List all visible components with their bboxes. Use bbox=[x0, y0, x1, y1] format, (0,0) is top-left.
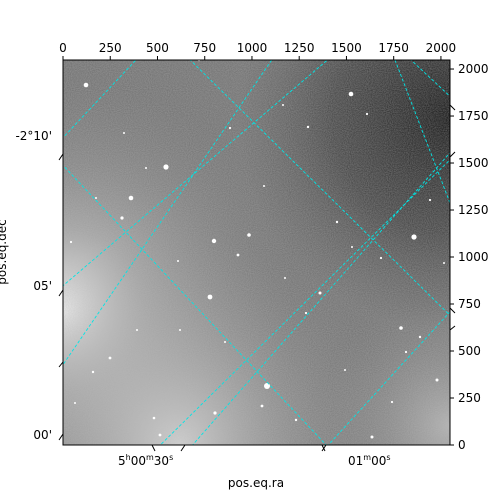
world-axis-ticks bbox=[58, 104, 456, 452]
world-tick-mark bbox=[449, 325, 456, 331]
star bbox=[294, 418, 298, 422]
star bbox=[282, 104, 284, 106]
star bbox=[163, 164, 169, 170]
grid-line bbox=[192, 152, 450, 445]
grid-line bbox=[159, 159, 450, 445]
world-tick-mark bbox=[58, 289, 64, 297]
star bbox=[428, 198, 432, 202]
star bbox=[136, 329, 138, 331]
star bbox=[207, 294, 213, 300]
top-tick-label: 750 bbox=[193, 41, 216, 55]
star bbox=[264, 383, 270, 389]
world-tick-mark bbox=[58, 433, 64, 441]
grid-line bbox=[327, 311, 450, 445]
star bbox=[69, 240, 73, 244]
star bbox=[411, 234, 417, 240]
right-tick-label: 1750 bbox=[458, 109, 489, 123]
world-tick-mark bbox=[449, 307, 456, 314]
right-tick-label: 2000 bbox=[458, 62, 489, 76]
grid-line bbox=[189, 60, 450, 316]
star bbox=[128, 195, 134, 201]
star bbox=[95, 197, 97, 199]
star bbox=[318, 291, 322, 295]
right-tick-label: 750 bbox=[458, 297, 481, 311]
star bbox=[284, 277, 286, 279]
right-tick-label: 250 bbox=[458, 391, 481, 405]
world-tick-mark bbox=[58, 153, 64, 161]
top-tick-label: 500 bbox=[146, 41, 169, 55]
grid-line bbox=[63, 60, 137, 139]
star bbox=[304, 311, 308, 315]
top-pixel-axis: 0 250 500 750 1000 1250 1500 1750 2000 bbox=[59, 41, 456, 60]
star bbox=[228, 126, 232, 130]
star bbox=[179, 329, 181, 331]
top-tick-label: 1000 bbox=[237, 41, 268, 55]
world-tick-mark bbox=[180, 444, 186, 452]
star bbox=[365, 112, 369, 116]
grid-line bbox=[63, 60, 329, 287]
star bbox=[344, 369, 346, 371]
star bbox=[120, 216, 124, 220]
star bbox=[263, 185, 265, 187]
star bbox=[74, 402, 76, 404]
x-axis-title: pos.eq.ra bbox=[228, 476, 284, 490]
star bbox=[390, 400, 394, 404]
right-tick-label: 500 bbox=[458, 344, 481, 358]
dec-tick-label-0: -2°10' bbox=[15, 129, 52, 143]
star bbox=[83, 82, 89, 88]
star bbox=[213, 411, 217, 415]
grid-line bbox=[410, 60, 450, 97]
star bbox=[247, 233, 251, 237]
right-pixel-axis: 0 250 500 750 1000 1250 1500 1750 2000 bbox=[450, 62, 489, 452]
star bbox=[348, 91, 354, 97]
star bbox=[211, 238, 217, 244]
y-axis-title: pos.eq.dec bbox=[0, 219, 9, 284]
plot-frame bbox=[62, 59, 451, 446]
sky-image bbox=[63, 60, 450, 445]
top-tick-label: 0 bbox=[59, 41, 67, 55]
world-tick-mark bbox=[321, 444, 327, 452]
top-tick-label: 1500 bbox=[331, 41, 362, 55]
world-tick-mark bbox=[151, 444, 156, 452]
right-tick-label: 1000 bbox=[458, 250, 489, 264]
star bbox=[260, 404, 264, 408]
right-tick-label: 0 bbox=[458, 438, 466, 452]
star bbox=[306, 125, 310, 129]
top-tick-label: 2000 bbox=[426, 41, 457, 55]
dec-tick-label-2: 00' bbox=[33, 428, 52, 442]
star bbox=[418, 335, 422, 339]
star bbox=[435, 378, 439, 382]
world-tick-mark bbox=[449, 151, 456, 158]
star bbox=[177, 260, 179, 262]
star bbox=[370, 435, 374, 439]
dec-tick-label-1: 05' bbox=[33, 279, 52, 293]
ra-tick-label-1: 01m00s bbox=[348, 453, 391, 468]
right-tick-label: 1250 bbox=[458, 203, 489, 217]
star bbox=[91, 370, 95, 374]
star bbox=[335, 220, 339, 224]
star bbox=[158, 433, 162, 437]
star-field bbox=[69, 60, 445, 439]
top-tick-label: 250 bbox=[99, 41, 122, 55]
star bbox=[351, 246, 353, 248]
star bbox=[399, 326, 403, 330]
grid-line bbox=[63, 60, 273, 366]
top-tick-label: 1750 bbox=[378, 41, 409, 55]
ra-tick-label-0: 5h00m30s bbox=[118, 453, 173, 468]
world-tick-mark bbox=[58, 361, 64, 368]
star bbox=[152, 416, 156, 420]
star bbox=[443, 262, 445, 264]
star bbox=[123, 132, 125, 134]
star bbox=[145, 167, 147, 169]
star bbox=[236, 253, 240, 257]
star bbox=[224, 341, 226, 343]
coordinate-grid bbox=[63, 60, 450, 445]
star bbox=[404, 350, 408, 354]
world-tick-mark bbox=[449, 104, 456, 111]
right-tick-label: 1500 bbox=[458, 156, 489, 170]
star bbox=[108, 356, 112, 360]
top-tick-label: 1250 bbox=[284, 41, 315, 55]
star bbox=[379, 256, 383, 260]
